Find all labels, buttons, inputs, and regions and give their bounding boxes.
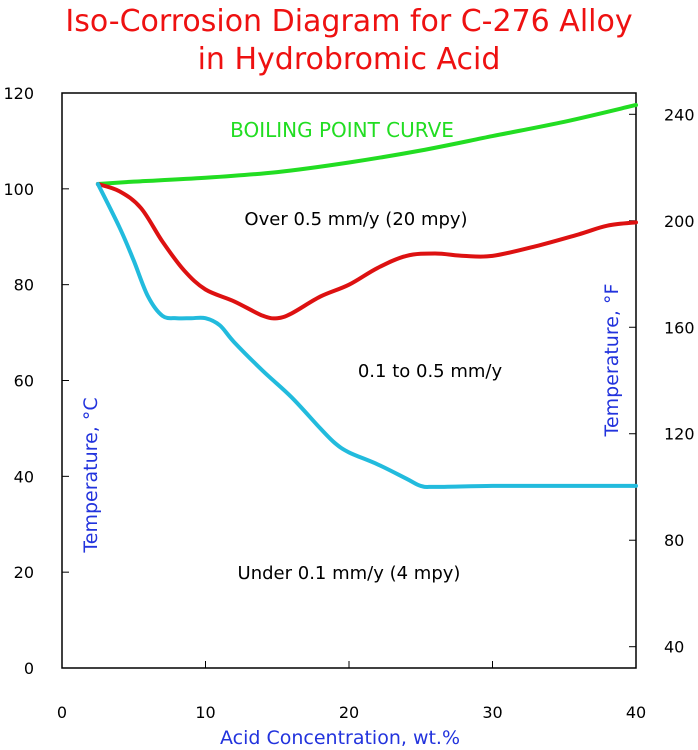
chart-title-line-2: in Hydrobromic Acid <box>197 42 501 77</box>
iso-curve-0-1-mmy <box>95 182 638 489</box>
boiling-point-label: BOILING POINT CURVE <box>230 118 454 142</box>
under-region-label: Under 0.1 mm/y (4 mpy) <box>238 563 461 584</box>
y-right-tick-label: 80 <box>664 531 684 550</box>
y-left-tick-label: 100 <box>3 180 34 199</box>
iso-curve-0-5-mmy <box>95 182 638 321</box>
y-right-tick-label: 40 <box>664 638 684 657</box>
y-right-tick-label: 240 <box>664 105 695 124</box>
y-left-tick-label: 20 <box>14 563 34 582</box>
chart-title-line-1: Iso-Corrosion Diagram for C-276 Alloy <box>65 4 633 39</box>
x-tick-label: 20 <box>339 703 359 722</box>
boiling-point-curve <box>95 103 638 186</box>
y-left-tick-label: 120 <box>3 84 34 103</box>
curves <box>95 103 638 489</box>
mid-region-label: 0.1 to 0.5 mm/y <box>358 361 503 382</box>
over-region-label: Over 0.5 mm/y (20 mpy) <box>244 209 467 230</box>
y-left-tick-label: 80 <box>14 276 34 295</box>
x-tick-label: 30 <box>482 703 502 722</box>
axis-ticks: 0 10 20 30 40 0 20 40 60 80 100 120 40 80 120 160 200 240 <box>3 84 694 722</box>
y-right-tick-label: 200 <box>664 212 695 231</box>
y-left-tick-label: 60 <box>14 372 34 391</box>
y-axis-title-left: Temperature, °C <box>80 397 102 553</box>
x-axis-title: Acid Concentration, wt.% <box>220 727 460 749</box>
x-tick-label: 10 <box>195 703 215 722</box>
y-right-tick-label: 120 <box>664 425 695 444</box>
y-axis-title-right: Temperature, °F <box>601 284 623 438</box>
y-left-tick-label: 0 <box>24 659 34 678</box>
y-right-tick-label: 160 <box>664 318 695 337</box>
x-tick-label: 40 <box>626 703 646 722</box>
y-left-tick-label: 40 <box>14 467 34 486</box>
x-tick-label: 0 <box>57 703 67 722</box>
